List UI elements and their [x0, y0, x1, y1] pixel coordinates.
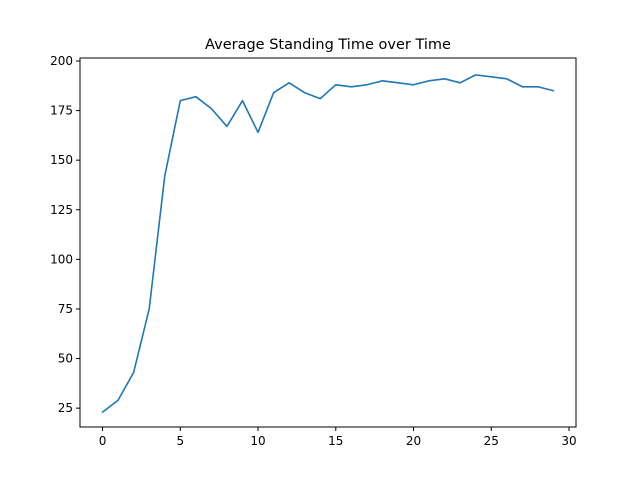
- x-tick-label: 30: [561, 434, 576, 448]
- x-axis: 0 5 10 15 20 25 30: [99, 427, 577, 448]
- y-axis: 25 50 75 100 125 150 175 200: [50, 54, 80, 415]
- x-tick-label: 10: [250, 434, 265, 448]
- y-tick-label: 50: [58, 352, 73, 366]
- x-tick-label: 5: [176, 434, 184, 448]
- plot-area: [101, 74, 555, 413]
- y-tick-label: 100: [50, 252, 73, 266]
- y-tick-label: 25: [58, 401, 73, 415]
- y-tick-label: 150: [50, 153, 73, 167]
- y-tick-label: 125: [50, 203, 73, 217]
- y-tick-label: 175: [50, 104, 73, 118]
- chart-title: Average Standing Time over Time: [205, 37, 451, 53]
- y-tick-label: 75: [58, 302, 73, 316]
- x-tick-label: 20: [406, 434, 421, 448]
- series-line: [101, 74, 555, 413]
- x-tick-label: 25: [484, 434, 499, 448]
- y-tick-label: 200: [50, 54, 73, 68]
- x-tick-label: 15: [328, 434, 343, 448]
- x-tick-label: 0: [99, 434, 107, 448]
- axes-frame: [79, 57, 577, 428]
